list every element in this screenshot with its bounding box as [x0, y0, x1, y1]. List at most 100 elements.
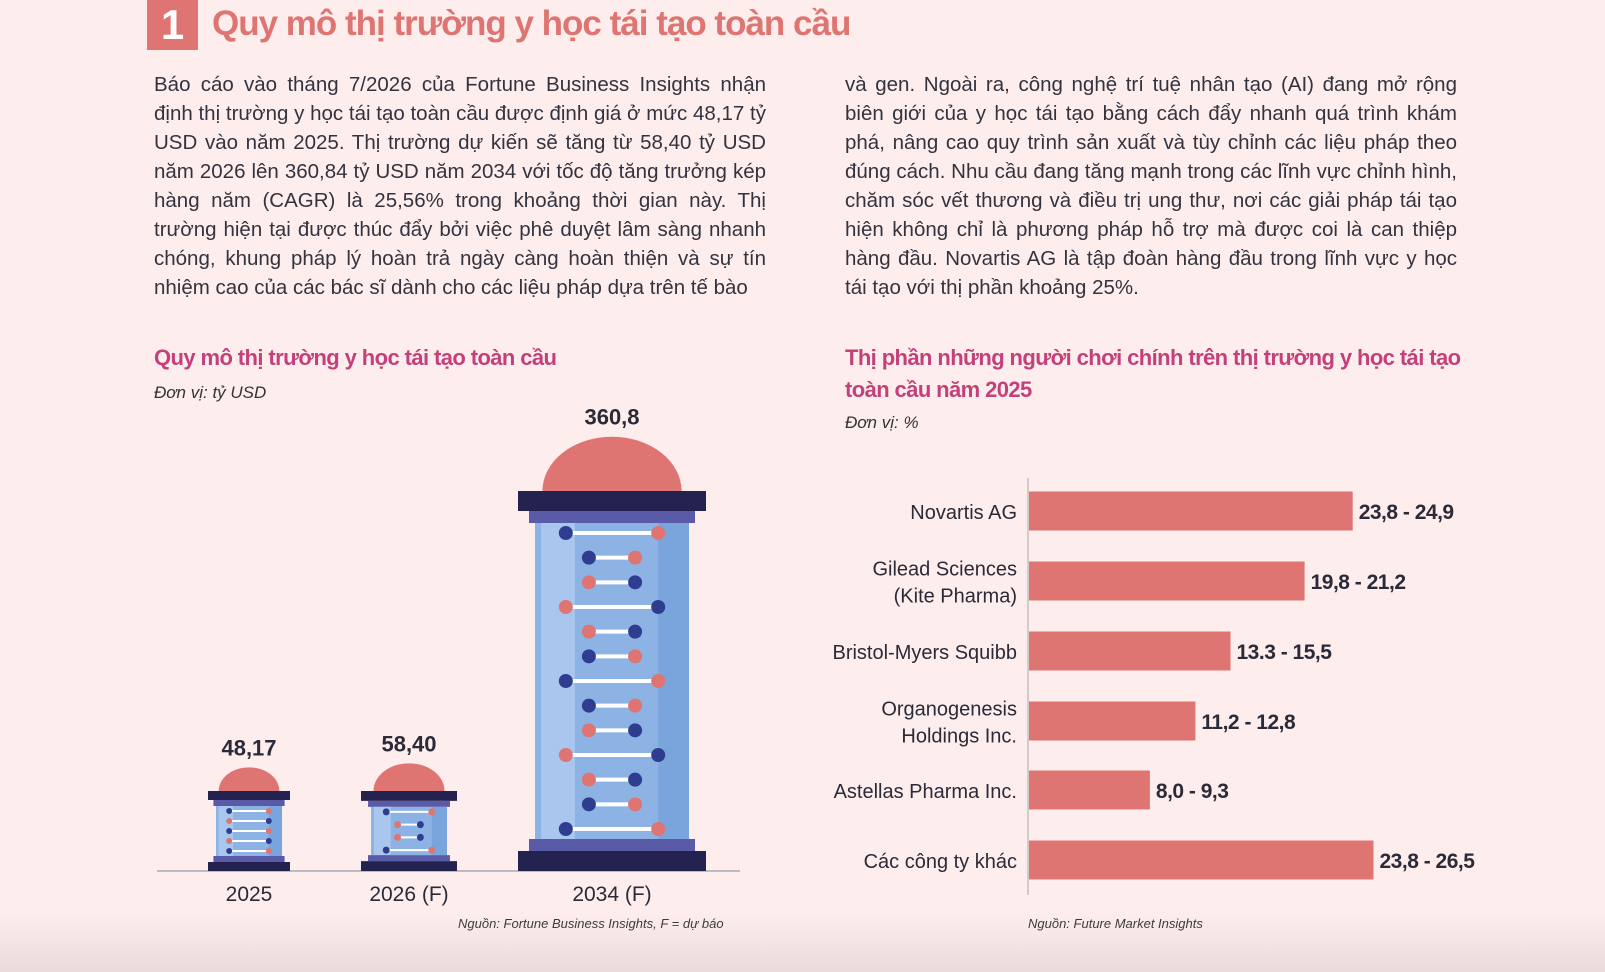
top-ring	[213, 800, 285, 806]
dna-dot	[651, 822, 666, 836]
dna-dot	[226, 808, 233, 814]
market-share-chart-source: Nguồn: Future Market Insights	[1028, 916, 1203, 931]
market-share-category-label: Novartis AG	[910, 502, 1017, 524]
dna-dot	[558, 674, 573, 688]
dna-dot	[651, 526, 666, 540]
market-size-category-label: 2025	[226, 883, 273, 906]
dna-dot	[581, 698, 596, 713]
dna-dot	[265, 818, 272, 824]
dna-dot	[558, 822, 573, 836]
market-size-value-label: 360,8	[584, 405, 639, 430]
dna-dot	[581, 723, 596, 738]
dna-dot	[558, 748, 573, 762]
intro-paragraph-right: và gen. Ngoài ra, công nghệ trí tuệ nhân…	[845, 73, 1457, 299]
section-number: 1	[147, 0, 198, 50]
market-size-chart-unit: Đơn vị: tỷ USD	[154, 383, 267, 402]
dna-dot	[581, 575, 596, 590]
dna-dot	[581, 797, 596, 812]
market-share-value-label: 13.3 - 15,5	[1237, 641, 1333, 664]
market-share-category-label: Holdings Inc.	[901, 726, 1017, 748]
dna-dot	[265, 828, 272, 834]
market-share-row-6: 23,8 - 26,5 Các công ty khác	[864, 840, 1476, 880]
dna-dot	[628, 649, 643, 664]
dna-dot	[558, 526, 573, 540]
dna-dot	[382, 846, 390, 854]
market-share-category-label: Astellas Pharma Inc.	[834, 781, 1017, 803]
market-share-bar	[1029, 491, 1353, 531]
bottom-ring	[368, 855, 450, 862]
dna-dot	[558, 600, 573, 614]
market-share-row-4: 11,2 - 12,8 Organogenesis Holdings Inc.	[881, 699, 1296, 748]
dna-dot	[416, 821, 424, 829]
dna-dot	[651, 674, 666, 688]
dna-dot	[581, 624, 596, 639]
market-share-bar	[1029, 770, 1150, 810]
top-ring	[529, 511, 695, 523]
dna-dot	[628, 772, 643, 787]
dna-dot	[394, 833, 402, 841]
tube-highlight	[373, 806, 391, 856]
market-share-category-label: (Kite Pharma)	[894, 586, 1017, 608]
dna-dot	[628, 624, 643, 639]
market-share-chart-unit: Đơn vị: %	[845, 413, 919, 432]
dna-dot	[394, 821, 402, 829]
dna-dot	[265, 848, 272, 854]
bottom-cap	[208, 862, 290, 871]
dome	[218, 767, 280, 791]
market-share-bar	[1029, 840, 1374, 880]
market-share-chart-title: Thị phần những người chơi chính trên thị…	[845, 345, 1461, 402]
market-share-value-label: 8,0 - 9,3	[1156, 780, 1229, 803]
dna-dot	[428, 808, 436, 816]
dna-dot	[226, 828, 233, 834]
top-ring	[368, 800, 450, 807]
market-share-bar	[1029, 631, 1231, 671]
dna-dot	[581, 649, 596, 664]
dna-dot	[226, 818, 233, 824]
market-share-row-2: 19,8 - 21,2 Gilead Sciences (Kite Pharma)	[872, 559, 1406, 608]
dome	[373, 763, 445, 791]
dna-dot	[382, 808, 390, 816]
bottom-ring	[529, 839, 695, 851]
market-share-bar	[1029, 701, 1196, 741]
market-share-category-label: Bristol-Myers Squibb	[832, 642, 1017, 664]
market-size-value-label: 48,17	[221, 735, 276, 760]
dna-dot	[226, 838, 233, 844]
dna-dot	[628, 723, 643, 738]
dna-dot	[628, 550, 643, 565]
market-share-bar	[1029, 561, 1305, 601]
dna-dot	[628, 698, 643, 713]
dna-dot	[226, 848, 233, 854]
dna-helix	[382, 808, 436, 854]
page-title: Quy mô thị trường y học tái tạo toàn cầu	[212, 4, 851, 43]
market-share-row-3: 13.3 - 15,5 Bristol-Myers Squibb	[832, 631, 1333, 671]
market-share-value-label: 23,8 - 24,9	[1359, 501, 1454, 524]
market-share-category-label: Gilead Sciences	[872, 559, 1017, 581]
dna-helix	[226, 808, 272, 854]
market-size-column-1: 48,17 2025	[208, 735, 290, 906]
top-cap	[208, 791, 290, 800]
market-share-category-label: Organogenesis	[881, 699, 1017, 721]
market-share-value-label: 19,8 - 21,2	[1311, 571, 1406, 594]
dna-dot	[581, 550, 596, 565]
dna-dot	[651, 600, 666, 614]
dna-helix	[558, 526, 666, 836]
market-share-value-label: 23,8 - 26,5	[1380, 850, 1476, 873]
market-share-row-5: 8,0 - 9,3 Astellas Pharma Inc.	[834, 770, 1229, 810]
dna-dot	[416, 833, 424, 841]
market-share-row-1: 23,8 - 24,9 Novartis AG	[910, 491, 1454, 531]
dna-dot	[651, 748, 666, 762]
market-size-value-label: 58,40	[381, 731, 436, 756]
bottom-cap	[518, 851, 706, 871]
top-cap	[361, 791, 457, 801]
market-size-chart-title: Quy mô thị trường y học tái tạo toàn cầu	[154, 345, 557, 370]
dna-dot	[265, 838, 272, 844]
dna-dot	[265, 808, 272, 814]
market-size-category-label: 2034 (F)	[572, 883, 651, 906]
market-size-column-2: 58,40 2026 (F)	[361, 731, 457, 906]
market-size-category-label: 2026 (F)	[369, 883, 448, 906]
market-share-category-label: Các công ty khác	[864, 851, 1017, 873]
dna-dot	[628, 575, 643, 590]
market-share-value-label: 11,2 - 12,8	[1201, 711, 1296, 734]
bottom-cap	[361, 861, 457, 871]
top-cap	[518, 491, 706, 511]
